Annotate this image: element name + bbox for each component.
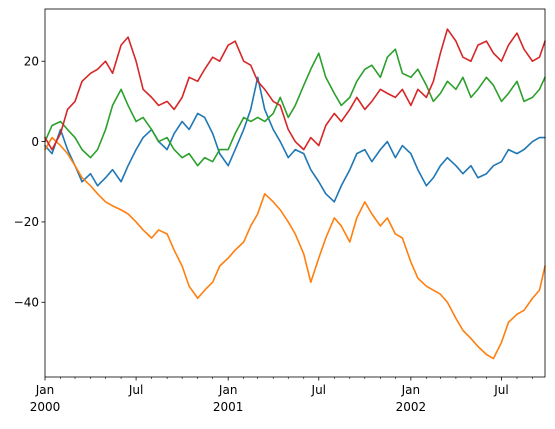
series-line-1 (44, 76, 546, 203)
y-tick-label: −40 (14, 296, 39, 310)
series-line-3 (44, 48, 546, 167)
x-tick-year-label: 2001 (213, 400, 244, 414)
y-tick-label: −20 (14, 215, 39, 229)
x-tick-year-label: 2002 (396, 400, 427, 414)
y-tick-label: 20 (24, 55, 39, 69)
x-tick-label: Jan (35, 383, 55, 397)
x-tick-year-label: 2000 (30, 400, 61, 414)
x-tick-label: Jul (128, 383, 143, 397)
x-tick-label: Jul (493, 383, 508, 397)
y-axis-ticks: 20 0 −20 −40 (14, 55, 45, 310)
series-line-4 (44, 28, 546, 151)
series-line-2 (44, 136, 546, 360)
plot-frame (44, 8, 546, 378)
x-axis-ticks: Jan 2000 Jul Jan 2001 Jul Jan 2002 Jul (30, 377, 533, 414)
x-tick-label: Jan (218, 383, 238, 397)
series-layer (44, 28, 546, 360)
x-tick-label: Jul (311, 383, 326, 397)
y-tick-label: 0 (31, 135, 39, 149)
x-tick-label: Jan (401, 383, 421, 397)
axes (44, 8, 546, 378)
